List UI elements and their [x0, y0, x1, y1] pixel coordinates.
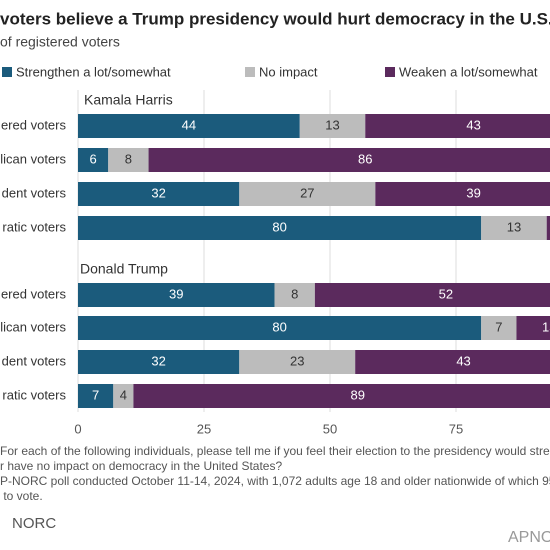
bar-segment [78, 114, 300, 138]
bar-segment [314, 283, 550, 307]
legend-label: Strengthen a lot/somewhat [16, 64, 171, 79]
bar-segment [133, 384, 550, 408]
x-tick-label: 75 [449, 421, 463, 436]
brand: APNO [508, 529, 550, 546]
chart-subtitle: of registered voters [0, 34, 120, 50]
legend-swatch [245, 67, 255, 77]
value-label: 44 [182, 117, 196, 132]
legend-swatch [385, 67, 395, 77]
value-label: 23 [290, 353, 304, 368]
legend-label: Weaken a lot/somewhat [399, 64, 538, 79]
bar-segment [546, 216, 550, 240]
x-tick-label: 50 [323, 421, 337, 436]
bar-segment [78, 316, 482, 340]
value-label: 39 [169, 286, 183, 301]
bar-segment [299, 114, 366, 138]
value-label: 52 [439, 286, 453, 301]
logo: NORC [12, 515, 56, 532]
bar-segment [239, 350, 356, 374]
bar-segment [78, 283, 275, 307]
bar-segment [78, 182, 240, 206]
category-label: dent voters [2, 353, 67, 368]
value-label: 86 [358, 151, 372, 166]
note: to vote. [0, 489, 43, 503]
value-label: 4 [120, 387, 127, 402]
value-label: 80 [272, 219, 286, 234]
category-label: ratic voters [2, 219, 66, 234]
value-label: 43 [456, 353, 470, 368]
bar-segment [239, 182, 376, 206]
chart-title: voters believe a Trump presidency would … [0, 9, 550, 28]
bar-segment [78, 216, 482, 240]
value-label: 43 [466, 117, 480, 132]
legend-swatch [2, 67, 12, 77]
value-label: 13 [325, 117, 339, 132]
value-label: 89 [350, 387, 364, 402]
category-label: ered voters [1, 286, 67, 301]
bar-segment [113, 384, 134, 408]
value-label: 7 [495, 319, 502, 334]
value-label: 80 [272, 319, 286, 334]
value-label: 32 [151, 353, 165, 368]
bar-segment [375, 182, 550, 206]
value-label: 39 [466, 185, 480, 200]
bar-segment [365, 114, 550, 138]
value-label: 27 [300, 185, 314, 200]
category-label: ratic voters [2, 387, 66, 402]
category-label: ered voters [1, 117, 67, 132]
bar-segment [481, 316, 517, 340]
bar-segment [516, 316, 550, 340]
category-label: lican voters [0, 319, 66, 334]
value-label: 7 [92, 387, 99, 402]
x-tick-label: 25 [197, 421, 211, 436]
bar-segment [108, 148, 149, 172]
bar-segment [78, 148, 109, 172]
bar-segment [148, 148, 550, 172]
category-label: dent voters [2, 185, 67, 200]
panel-title: Donald Trump [80, 261, 168, 277]
bar-segment [78, 384, 114, 408]
legend-label: No impact [259, 64, 318, 79]
value-label: 8 [291, 286, 298, 301]
bar-segment [481, 216, 547, 240]
x-tick-label: 0 [74, 421, 81, 436]
value-label: 13 [507, 219, 521, 234]
bar-segment [78, 350, 240, 374]
bar-segment [274, 283, 315, 307]
value-label: 6 [90, 151, 97, 166]
note: r have no impact on democracy in the Uni… [0, 459, 282, 473]
note: For each of the following individuals, p… [0, 444, 550, 458]
bar-segment [355, 350, 550, 374]
category-label: lican voters [0, 151, 66, 166]
panel-title: Kamala Harris [84, 92, 173, 108]
value-label: 32 [151, 185, 165, 200]
value-label: 8 [125, 151, 132, 166]
note: P-NORC poll conducted October 11-14, 202… [0, 474, 550, 488]
value-label: 13 [542, 319, 550, 334]
